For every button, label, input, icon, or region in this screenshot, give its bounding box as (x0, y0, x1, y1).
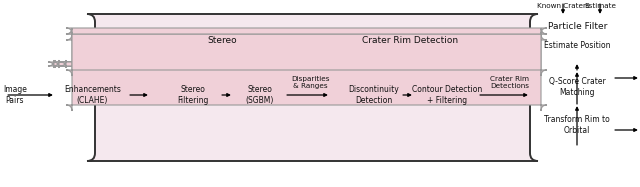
Text: Estimate Position: Estimate Position (544, 41, 611, 50)
Text: Discontinuity
Detection: Discontinuity Detection (348, 85, 399, 105)
FancyBboxPatch shape (60, 60, 420, 68)
Text: Crater Rim Detection: Crater Rim Detection (362, 36, 458, 45)
Text: Particle Filter: Particle Filter (548, 22, 607, 31)
Text: Stereo: Stereo (208, 36, 237, 45)
Text: Contour Detection
+ Filtering: Contour Detection + Filtering (412, 85, 482, 105)
Text: Enhancements
(CLAHE): Enhancements (CLAHE) (64, 85, 121, 105)
FancyBboxPatch shape (53, 60, 169, 68)
FancyBboxPatch shape (48, 60, 239, 68)
Text: Crater Rim
Detections: Crater Rim Detections (490, 76, 529, 88)
Text: Stereo
Filtering: Stereo Filtering (177, 85, 208, 105)
Text: Estimate: Estimate (584, 3, 616, 9)
FancyBboxPatch shape (87, 14, 538, 161)
FancyBboxPatch shape (66, 28, 547, 76)
Text: Image
Pairs: Image Pairs (3, 85, 27, 105)
FancyBboxPatch shape (66, 28, 547, 34)
FancyBboxPatch shape (55, 60, 75, 68)
FancyBboxPatch shape (53, 60, 350, 68)
Text: Q-Score Crater
Matching: Q-Score Crater Matching (548, 77, 605, 97)
FancyBboxPatch shape (66, 34, 547, 111)
FancyBboxPatch shape (152, 28, 338, 134)
Text: Disparities
& Ranges: Disparities & Ranges (291, 76, 329, 88)
FancyBboxPatch shape (137, 28, 158, 134)
Text: Known Craters: Known Craters (536, 3, 589, 9)
Text: Stereo
(SGBM): Stereo (SGBM) (246, 85, 274, 105)
Text: Transform Rim to
Orbital: Transform Rim to Orbital (544, 115, 610, 135)
